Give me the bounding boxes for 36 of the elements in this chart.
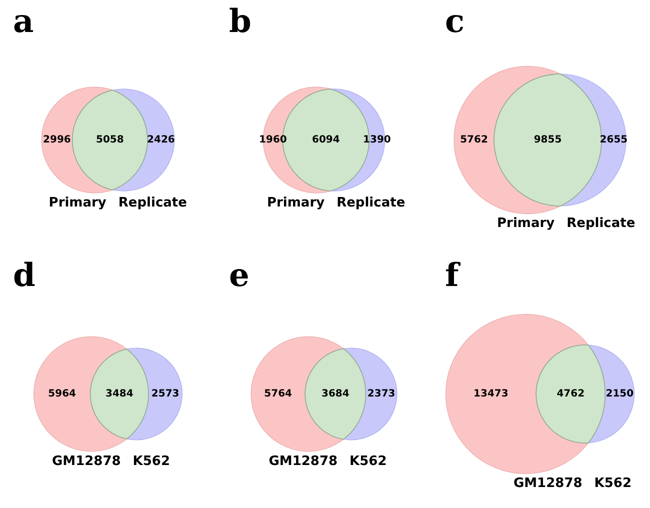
data-label: 2373 <box>367 388 396 400</box>
data-label: 5764 <box>264 388 292 400</box>
data-label: 9855 <box>534 134 562 146</box>
category-label: K562 <box>350 454 387 469</box>
text: b <box>229 2 252 40</box>
data-label: 5762 <box>460 134 488 146</box>
data-label: 1960 <box>259 134 287 146</box>
text: a <box>13 2 34 40</box>
category-label: Replicate <box>118 195 188 210</box>
category-label: GM12878 <box>52 454 121 469</box>
data-label: 2573 <box>151 388 180 400</box>
category-label: GM12878 <box>268 454 338 469</box>
data-label: 1390 <box>363 134 391 146</box>
category-label: GM12878 <box>513 476 582 492</box>
data-label: 2996 <box>43 134 71 146</box>
data-label: 2655 <box>600 134 628 146</box>
data-label: 3484 <box>106 388 134 400</box>
data-label: 2150 <box>606 388 634 400</box>
data-label: 3684 <box>322 388 350 400</box>
category-label: K562 <box>132 454 170 469</box>
text: c <box>445 2 464 40</box>
text: e <box>229 256 250 294</box>
data-label: 6094 <box>312 134 340 146</box>
category-label: Primary <box>48 195 107 210</box>
category-label: Primary <box>266 195 326 210</box>
data-label: 2426 <box>147 134 175 146</box>
category-label: K562 <box>594 476 632 492</box>
category-label: Replicate <box>566 216 636 232</box>
data-label: 13473 <box>474 388 508 400</box>
data-label: 5964 <box>48 388 76 400</box>
category-label: Replicate <box>336 195 406 210</box>
category-label: Primary <box>497 216 556 232</box>
text: d <box>13 256 36 294</box>
data-label: 5058 <box>96 134 124 146</box>
text: f <box>445 256 461 294</box>
data-label: 4762 <box>556 388 585 400</box>
